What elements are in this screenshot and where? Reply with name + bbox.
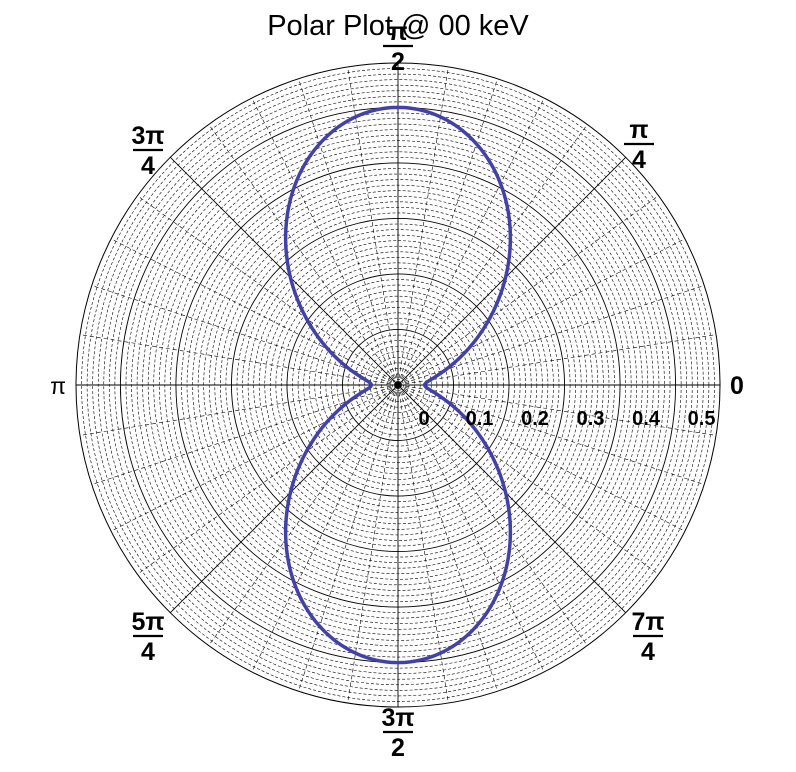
angle-label-denominator: 2 xyxy=(391,48,405,76)
angle-label-denominator: 4 xyxy=(141,152,155,180)
angle-label-270: 3π2 xyxy=(381,704,414,762)
grid-spoke-minor xyxy=(397,384,449,704)
grid-spoke-minor xyxy=(251,384,399,673)
grid-spoke-minor xyxy=(397,384,705,485)
grid-spoke-minor xyxy=(397,384,498,692)
grid-spoke-minor xyxy=(397,384,686,532)
grid-spoke-minor xyxy=(397,97,545,386)
radial-tick-labels: 0 0.1 0.2 0.3 0.4 0.5 xyxy=(418,408,715,430)
grid-spoke-minor xyxy=(397,384,545,673)
grid-spoke-minor xyxy=(397,285,705,386)
grid-spoke-minor xyxy=(251,97,399,386)
grid-spoke-major xyxy=(169,384,399,614)
angle-label-315: 7π4 xyxy=(631,608,664,666)
grid-spoke-minor xyxy=(110,238,399,386)
grid-spoke-minor xyxy=(137,384,399,575)
angle-label-180: π xyxy=(50,373,66,399)
radial-tick-label: 0.3 xyxy=(577,408,605,430)
grid-spoke-minor xyxy=(137,195,399,386)
grid-spoke-minor xyxy=(397,384,588,646)
angle-label-numerator: 3π xyxy=(131,122,164,150)
angle-label-denominator: 2 xyxy=(391,734,405,762)
grid-spoke-minor xyxy=(91,384,399,485)
angle-label-0: 0 xyxy=(730,372,744,400)
grid-spoke-minor xyxy=(397,384,717,436)
series-line xyxy=(283,105,513,665)
grid-spoke-major xyxy=(397,156,627,386)
angle-label-text: 0 xyxy=(730,372,744,400)
polar-grid xyxy=(75,62,721,708)
angle-label-90: π2 xyxy=(383,18,413,76)
grid-spoke-minor xyxy=(397,124,588,386)
grid-spoke-minor xyxy=(397,238,686,386)
angle-label-numerator: 3π xyxy=(381,704,414,732)
radial-tick-label: 0.1 xyxy=(466,408,494,430)
radial-tick-label: 0.5 xyxy=(688,408,716,430)
grid-spoke-minor xyxy=(79,334,399,386)
grid-spoke-minor xyxy=(347,384,399,704)
grid-spoke-minor xyxy=(347,66,399,386)
grid-spoke-minor xyxy=(397,66,449,386)
angle-label-45: π4 xyxy=(624,116,654,174)
angle-label-denominator: 4 xyxy=(632,146,646,174)
grid-spoke-minor xyxy=(298,78,399,386)
grid-spoke-major xyxy=(169,156,399,386)
grid-spoke-minor xyxy=(397,195,659,386)
angle-label-135: 3π4 xyxy=(131,122,164,180)
grid-spoke-minor xyxy=(397,384,659,575)
radial-tick-label: 0.4 xyxy=(632,408,661,430)
grid-spoke-minor xyxy=(110,384,399,532)
angle-label-numerator: 5π xyxy=(131,608,164,636)
grid-spoke-minor xyxy=(397,78,498,386)
radial-tick-label: 0 xyxy=(418,408,429,430)
angle-label-text: π xyxy=(50,373,66,399)
grid-spoke-minor xyxy=(208,384,399,646)
angle-label-denominator: 4 xyxy=(641,638,655,666)
grid-spoke-minor xyxy=(79,384,399,436)
grid-spoke-major xyxy=(397,384,627,614)
grid-spoke-minor xyxy=(91,285,399,386)
radial-tick-label: 0.2 xyxy=(521,408,549,430)
grid-spoke-minor xyxy=(298,384,399,692)
angle-label-225: 5π4 xyxy=(131,608,164,666)
angle-label-denominator: 4 xyxy=(141,638,155,666)
grid-spoke-minor xyxy=(208,124,399,386)
angle-label-numerator: 7π xyxy=(631,608,664,636)
angle-label-numerator: π xyxy=(388,18,407,46)
series-layer xyxy=(283,105,513,665)
angle-label-numerator: π xyxy=(629,116,648,144)
grid-spoke-minor xyxy=(397,334,717,386)
chart-title: Polar Plot @ 00 keV xyxy=(267,10,529,42)
